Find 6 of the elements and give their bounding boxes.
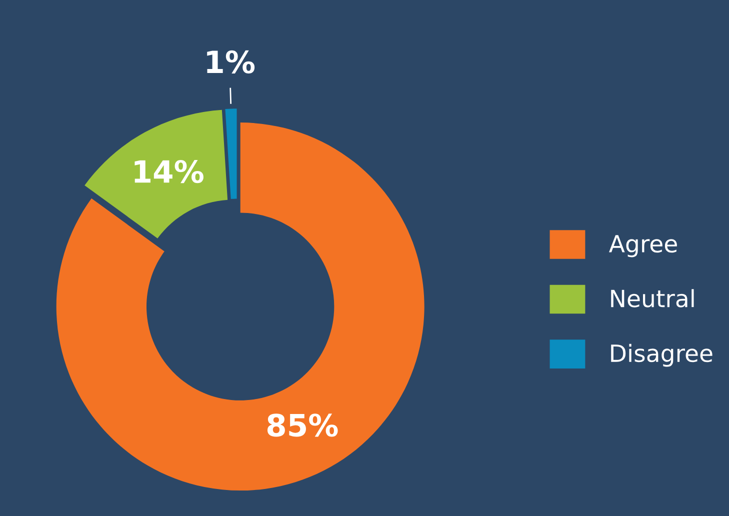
data-label: 14% <box>134 160 204 184</box>
legend-label: Neutral <box>611 289 694 308</box>
data-label: 85% <box>267 414 338 437</box>
data-label: 1% <box>207 50 255 74</box>
legend-label: Disagree <box>611 344 712 367</box>
legend-label: Agree <box>608 235 677 258</box>
